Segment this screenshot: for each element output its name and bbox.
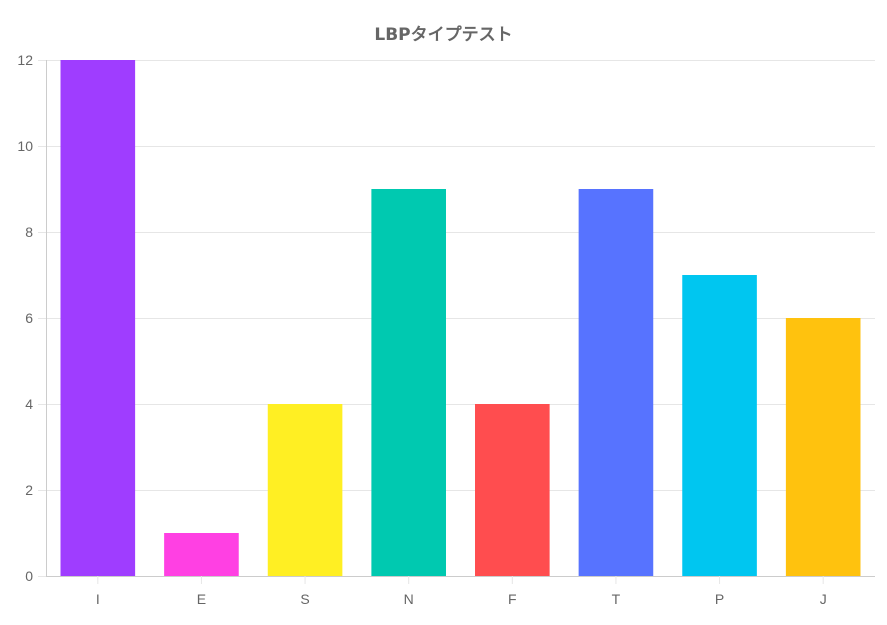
bar-n[interactable] (371, 189, 446, 576)
y-tick-label: 2 (25, 482, 33, 498)
bar-f[interactable] (475, 404, 550, 576)
x-tick-label: N (404, 591, 414, 607)
y-tick-label: 12 (17, 52, 33, 68)
chart-title: LBPタイプテスト (374, 24, 512, 45)
bars (60, 60, 861, 576)
axes (46, 60, 875, 584)
x-tick-label: I (96, 591, 100, 607)
x-tick-label: P (715, 591, 724, 607)
y-tick-label: 10 (17, 138, 33, 154)
y-tick-label: 0 (25, 568, 33, 584)
x-tick-label: J (820, 591, 827, 607)
bar-s[interactable] (267, 404, 343, 576)
x-tick-label: E (197, 591, 206, 607)
bar-j[interactable] (785, 318, 861, 576)
x-tick-label: T (612, 591, 621, 607)
bar-t[interactable] (578, 189, 654, 576)
y-tick-label: 8 (25, 224, 33, 240)
bar-p[interactable] (682, 275, 757, 576)
bar-i[interactable] (60, 60, 136, 576)
y-tick-label: 6 (25, 310, 33, 326)
x-tick-label: S (300, 591, 309, 607)
y-tick-labels: 0 2 4 6 8 10 12 (17, 52, 33, 584)
x-tick-label: F (508, 591, 517, 607)
y-tick-label: 4 (25, 396, 33, 412)
bar-e[interactable] (164, 533, 239, 576)
